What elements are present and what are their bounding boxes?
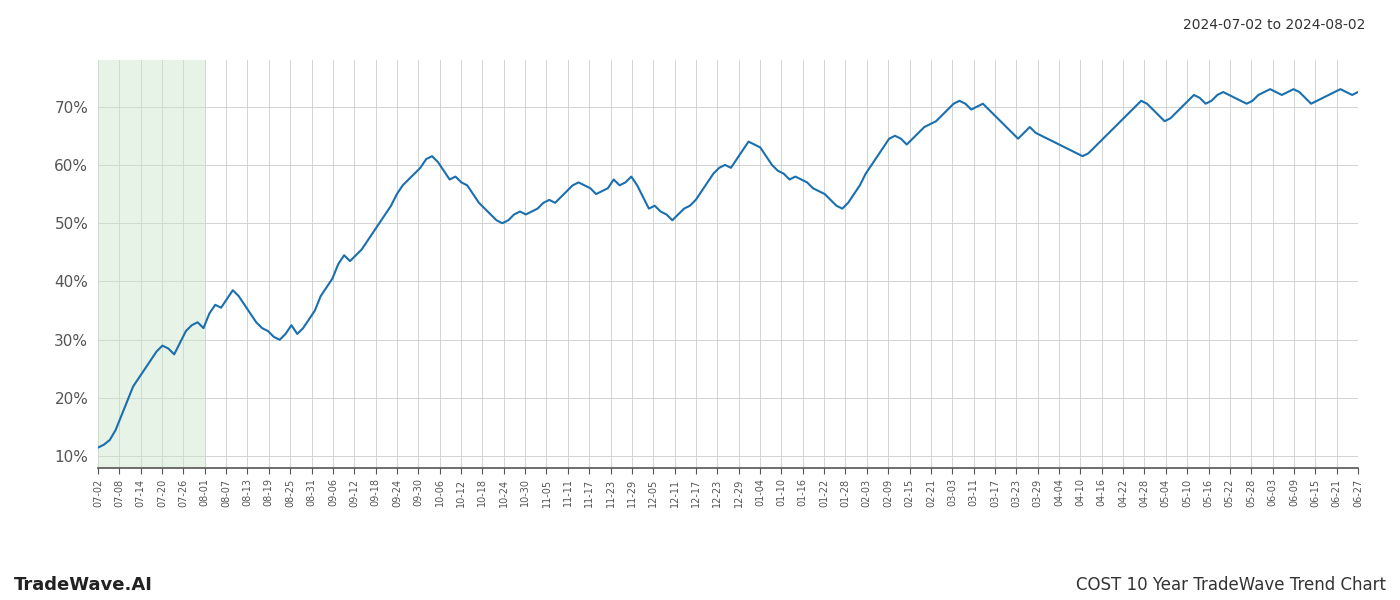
Text: TradeWave.AI: TradeWave.AI: [14, 576, 153, 594]
Text: 2024-07-02 to 2024-08-02: 2024-07-02 to 2024-08-02: [1183, 18, 1365, 32]
Bar: [98, 60, 204, 468]
Text: COST 10 Year TradeWave Trend Chart: COST 10 Year TradeWave Trend Chart: [1077, 576, 1386, 594]
